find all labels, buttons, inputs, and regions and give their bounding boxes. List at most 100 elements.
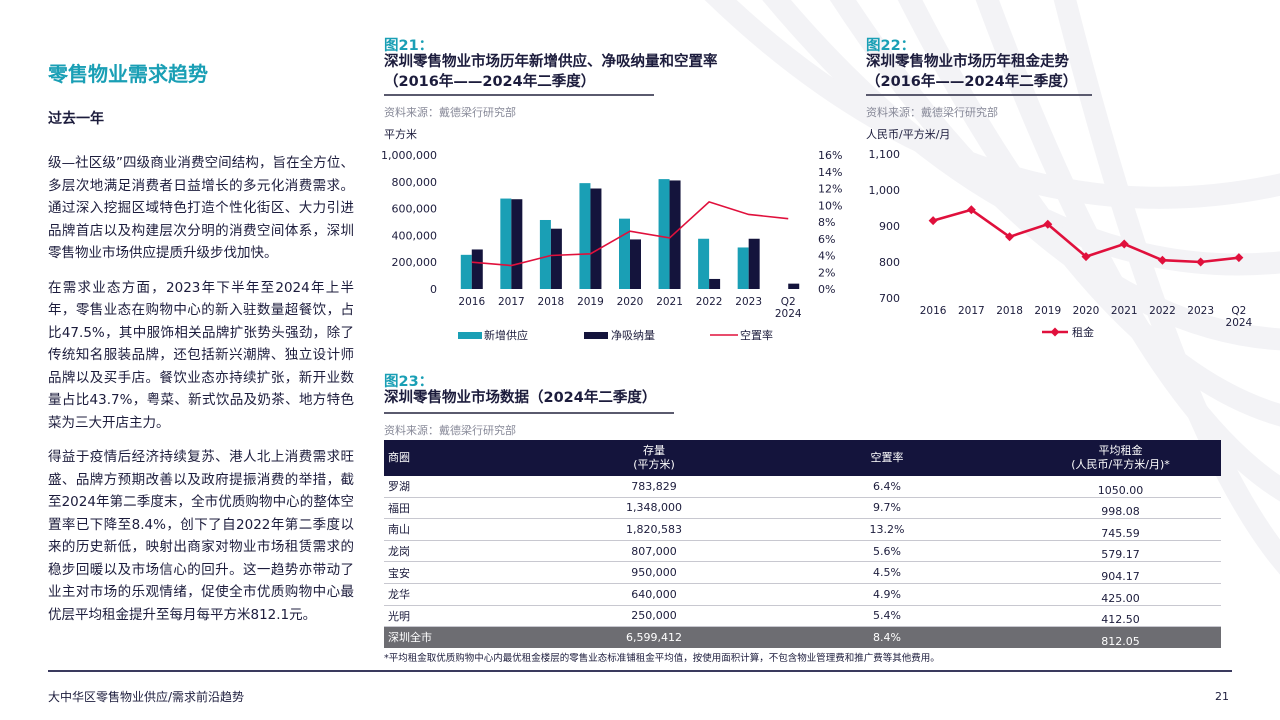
fig22-title-line2: （2016年——2024年二季度） [866, 74, 1078, 90]
x-tick-label: Q2 [781, 296, 796, 308]
y-right-tick-label: 6% [818, 233, 835, 246]
x-tick-label: 2019 [1034, 305, 1061, 317]
y-tick-label: 900 [879, 220, 900, 233]
x-tick-label: 2021 [656, 296, 683, 308]
absorption-bar [709, 278, 721, 289]
col-header-vacancy: 空置率 [754, 440, 1020, 476]
fig21-unit: 平方米 [384, 128, 417, 141]
absorption-bar [788, 283, 800, 289]
section-title: 零售物业需求趋势 [48, 62, 208, 86]
cell-rent: 904.17 [1020, 561, 1221, 584]
x-tick-label: 2021 [1111, 305, 1138, 317]
cell-stock: 807,000 [554, 540, 754, 563]
rent-point [1234, 253, 1244, 263]
x-tick-label: 2020 [1073, 305, 1100, 317]
table-total-row: 深圳全市 6,599,412 8.4% 812.05 [384, 626, 1221, 648]
cell-stock: 783,829 [554, 476, 754, 498]
cell-district: 龙华 [384, 583, 554, 606]
cell-district: 宝安 [384, 561, 554, 584]
table-row: 福田 1,348,000 9.7% 998.08 [384, 497, 1221, 520]
table-row: 龙岗 807,000 5.6% 579.17 [384, 540, 1221, 563]
cell-stock: 1,348,000 [554, 497, 754, 520]
vacancy-line [471, 200, 789, 267]
cell-vacancy: 8.4% [754, 626, 1020, 648]
footer-title: 大中华区零售物业供应/需求前沿趋势 [48, 690, 245, 704]
body-paragraph: 得益于疫情后经济持续复苏、港人北上消费需求旺盛、品牌方预期改善以及政府提振消费的… [48, 449, 354, 623]
x-tick-label: Q2 [1231, 305, 1246, 317]
cell-vacancy: 5.4% [754, 605, 1020, 628]
y-left-tick-label: 1,000,000 [381, 149, 437, 162]
table-row: 罗湖 783,829 6.4% 1050.00 [384, 476, 1221, 498]
section-subtitle: 过去一年 [48, 111, 104, 127]
legend-marker-rent [1050, 327, 1060, 337]
fig21-chart: 0 200,000 400,000 600,000 800,000 1,000,000 0%… [381, 149, 842, 342]
cell-district: 南山 [384, 518, 554, 541]
cell-stock: 250,000 [554, 605, 754, 628]
y-tick-label: 800 [879, 256, 900, 269]
body-paragraph: 级—社区级”四级商业消费空间结构，旨在全方位、多层次地满足消费者日益增长的多元化… [48, 155, 354, 261]
y-tick-label: 1,100 [869, 148, 901, 161]
cell-district: 罗湖 [384, 476, 554, 498]
supply-bar [658, 179, 670, 289]
cell-district: 光明 [384, 605, 554, 628]
cell-district: 深圳全市 [384, 626, 554, 648]
cell-vacancy: 13.2% [754, 518, 1020, 541]
absorption-bar [630, 239, 641, 289]
x-tick-label: 2024 [1226, 317, 1253, 329]
y-right-tick-label: 0% [818, 283, 835, 296]
y-tick-label: 700 [879, 292, 900, 305]
x-tick-label: 2019 [577, 296, 604, 308]
cell-vacancy: 5.6% [754, 540, 1020, 563]
x-tick-label: 2017 [958, 305, 985, 317]
fig22-title: 深圳零售物业市场历年租金走势 （2016年——2024年二季度） [866, 52, 1077, 92]
legend-label-rent: 租金 [1072, 325, 1094, 339]
fig22-chart: 700 800 900 1,000 1,100 2016 2017 2018 2019 2020 2… [869, 148, 1253, 339]
fig22-underline [866, 94, 1092, 96]
col-header-rent-line1: 平均租金 [1098, 444, 1143, 457]
y-right-tick-label: 4% [818, 250, 835, 263]
supply-bar [460, 254, 472, 289]
fig21-label: 图21： [384, 38, 434, 54]
cell-vacancy: 4.5% [754, 561, 1020, 584]
page-number: 21 [1215, 690, 1229, 703]
body-text: 级—社区级”四级商业消费空间结构，旨在全方位、多层次地满足消费者日益增长的多元化… [48, 152, 354, 638]
cell-stock: 640,000 [554, 583, 754, 606]
cell-vacancy: 9.7% [754, 497, 1020, 520]
absorption-bar [669, 180, 681, 289]
table-footnote: *平均租金取优质购物中心内最优租金楼层的零售业态标准铺租金平均值，按使用面积计算… [384, 653, 940, 664]
table-row: 宝安 950,000 4.5% 904.17 [384, 561, 1221, 584]
cell-rent: 425.00 [1020, 583, 1221, 606]
cell-rent: 745.59 [1020, 518, 1221, 541]
cell-stock: 950,000 [554, 561, 754, 584]
x-tick-label: 2022 [696, 296, 723, 308]
rent-point [928, 216, 938, 226]
absorption-bar [511, 199, 523, 289]
supply-bar [737, 247, 749, 289]
cell-stock: 1,820,583 [554, 518, 754, 541]
y-left-tick-label: 600,000 [392, 203, 438, 216]
market-data-table: 商圈 存量 (平方米) 空置率 平均租金 (人民币/平方米/月)* 罗湖 783… [384, 440, 1221, 648]
x-tick-label: 2023 [1187, 305, 1214, 317]
legend-swatch-supply [458, 332, 482, 339]
col-header-stock-line1: 存量 [643, 444, 665, 457]
col-header-district: 商圈 [384, 440, 554, 476]
absorption-bar [550, 228, 562, 289]
y-left-tick-label: 400,000 [392, 229, 438, 242]
supply-bar [698, 238, 710, 289]
rent-point [1196, 257, 1206, 267]
y-right-tick-label: 16% [818, 149, 842, 162]
y-right-tick-label: 12% [818, 183, 842, 196]
y-right-tick-label: 10% [818, 199, 842, 212]
legend-label-absorption: 净吸纳量 [611, 328, 655, 342]
footer-divider [48, 670, 1232, 672]
fig23-source: 资料来源：戴德梁行研究部 [384, 424, 516, 437]
fig22-source: 资料来源：戴德梁行研究部 [866, 106, 998, 119]
cell-rent: 812.05 [1020, 626, 1221, 648]
y-left-tick-label: 200,000 [392, 256, 438, 269]
cell-rent: 998.08 [1020, 497, 1221, 520]
y-left-tick-label: 0 [430, 283, 437, 296]
fig22-title-line1: 深圳零售物业市场历年租金走势 [866, 54, 1069, 70]
table-row: 龙华 640,000 4.9% 425.00 [384, 583, 1221, 606]
absorption-bar [471, 249, 483, 289]
y-right-tick-label: 8% [818, 216, 835, 229]
